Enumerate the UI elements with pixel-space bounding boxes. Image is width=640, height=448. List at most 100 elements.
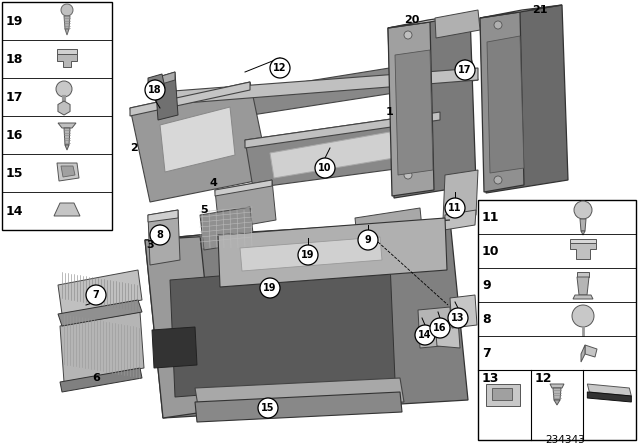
Polygon shape — [65, 29, 69, 35]
Text: 11: 11 — [448, 203, 461, 213]
Bar — [492, 388, 512, 400]
Polygon shape — [443, 170, 478, 220]
Circle shape — [448, 308, 468, 328]
Polygon shape — [218, 218, 447, 287]
Circle shape — [150, 225, 170, 245]
Polygon shape — [130, 82, 270, 202]
Circle shape — [572, 305, 594, 327]
Polygon shape — [145, 235, 218, 418]
Polygon shape — [60, 312, 144, 382]
Text: 7: 7 — [93, 290, 99, 300]
Polygon shape — [215, 180, 276, 230]
Polygon shape — [170, 262, 395, 397]
Polygon shape — [245, 112, 440, 148]
Polygon shape — [155, 72, 178, 120]
Polygon shape — [577, 277, 589, 295]
Polygon shape — [480, 12, 524, 192]
Text: 6: 6 — [92, 373, 100, 383]
Text: 13: 13 — [451, 313, 465, 323]
Polygon shape — [444, 210, 476, 230]
Text: 15: 15 — [6, 167, 24, 180]
Polygon shape — [554, 400, 560, 405]
Text: 13: 13 — [482, 371, 499, 384]
Polygon shape — [450, 295, 477, 328]
Text: 19: 19 — [301, 250, 315, 260]
Text: 16: 16 — [6, 129, 24, 142]
Polygon shape — [570, 239, 596, 243]
Text: 14: 14 — [6, 204, 24, 217]
Polygon shape — [553, 388, 561, 400]
Circle shape — [145, 80, 165, 100]
Polygon shape — [58, 123, 76, 128]
Polygon shape — [570, 243, 596, 259]
Circle shape — [494, 21, 502, 29]
Polygon shape — [270, 132, 394, 178]
Circle shape — [494, 141, 502, 149]
Polygon shape — [195, 378, 404, 412]
Circle shape — [358, 230, 378, 250]
Polygon shape — [588, 384, 631, 396]
Polygon shape — [58, 270, 142, 314]
Text: 10: 10 — [482, 245, 499, 258]
Polygon shape — [435, 10, 480, 38]
Polygon shape — [388, 14, 470, 28]
Polygon shape — [588, 392, 631, 402]
Text: 234343: 234343 — [545, 435, 585, 445]
Circle shape — [270, 58, 290, 78]
Circle shape — [404, 171, 412, 179]
Text: 2: 2 — [130, 143, 138, 153]
Polygon shape — [160, 68, 478, 105]
Text: 18: 18 — [148, 85, 162, 95]
Text: 1: 1 — [386, 107, 394, 117]
Circle shape — [445, 198, 465, 218]
Polygon shape — [215, 180, 272, 196]
Polygon shape — [145, 220, 468, 418]
Text: 7: 7 — [482, 346, 491, 359]
Polygon shape — [58, 300, 142, 326]
Bar — [478, 200, 636, 440]
Circle shape — [258, 398, 278, 418]
Polygon shape — [480, 5, 562, 18]
Polygon shape — [581, 345, 585, 362]
Circle shape — [574, 201, 592, 219]
Circle shape — [315, 158, 335, 178]
Polygon shape — [418, 307, 452, 348]
Polygon shape — [581, 231, 585, 235]
Text: 19: 19 — [6, 14, 24, 27]
Polygon shape — [355, 208, 424, 258]
Text: 15: 15 — [261, 403, 275, 413]
Circle shape — [260, 278, 280, 298]
Circle shape — [86, 285, 106, 305]
Circle shape — [404, 31, 412, 39]
Polygon shape — [388, 22, 434, 196]
Polygon shape — [155, 72, 175, 86]
Polygon shape — [435, 320, 460, 348]
Polygon shape — [58, 101, 70, 115]
Text: 10: 10 — [318, 163, 332, 173]
Text: 12: 12 — [534, 371, 552, 384]
Circle shape — [61, 4, 73, 16]
Polygon shape — [60, 368, 142, 392]
Circle shape — [404, 86, 412, 94]
Polygon shape — [573, 295, 593, 299]
Polygon shape — [152, 327, 197, 368]
Text: 19: 19 — [263, 283, 276, 293]
Text: 14: 14 — [419, 330, 432, 340]
Polygon shape — [54, 203, 80, 216]
Text: 20: 20 — [404, 15, 420, 25]
Bar — [2, 2, 112, 230]
Circle shape — [415, 325, 435, 345]
Circle shape — [56, 81, 72, 97]
Bar — [486, 384, 520, 406]
Circle shape — [455, 60, 475, 80]
Polygon shape — [65, 145, 69, 150]
Text: 18: 18 — [6, 52, 24, 65]
Polygon shape — [160, 107, 235, 172]
Polygon shape — [245, 112, 448, 188]
Polygon shape — [64, 16, 70, 29]
Polygon shape — [550, 384, 564, 388]
Circle shape — [430, 318, 450, 338]
Text: 9: 9 — [482, 279, 491, 292]
Polygon shape — [480, 5, 568, 193]
Circle shape — [494, 176, 502, 184]
